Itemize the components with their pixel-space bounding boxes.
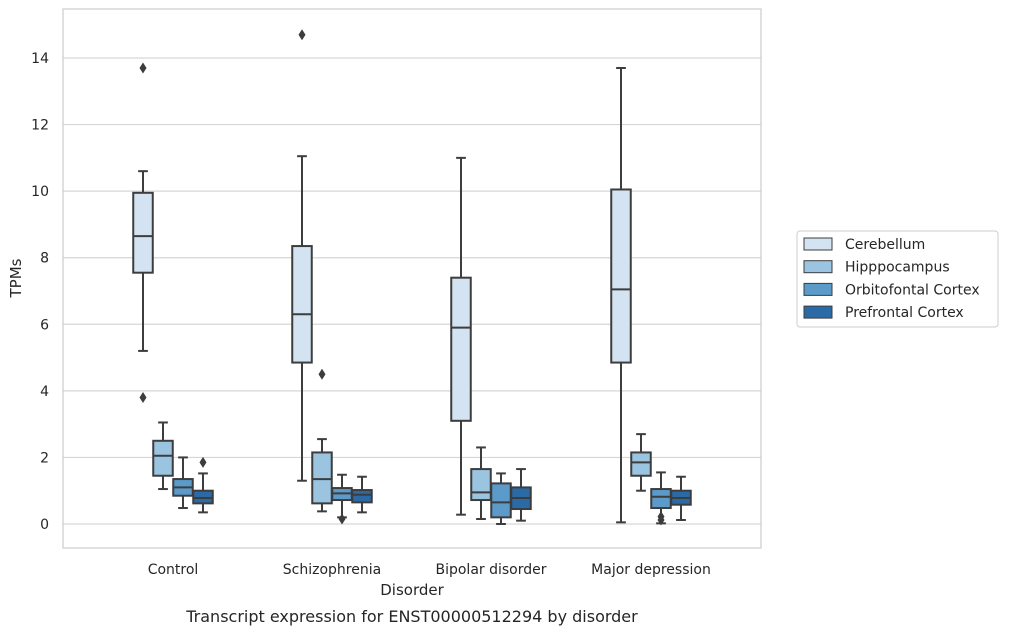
- iqr-box: [630, 451, 652, 477]
- y-tick-label: 6: [40, 317, 49, 333]
- legend-label: Prefrontal Cortex: [845, 305, 964, 321]
- outlier-point: [298, 29, 306, 41]
- outlier-point: [139, 62, 147, 74]
- x-tick-label: Bipolar disorder: [435, 562, 546, 578]
- legend-swatch: [803, 305, 833, 319]
- iqr-box: [610, 188, 632, 364]
- box-cerebellum: [291, 29, 313, 482]
- iqr-box: [152, 439, 174, 477]
- box-hipppocampus: [311, 368, 333, 513]
- outlier-point: [318, 368, 326, 380]
- y-tick-label: 8: [40, 251, 49, 267]
- legend-swatch: [803, 237, 833, 251]
- legend-swatch: [803, 282, 833, 296]
- box-series: [132, 29, 692, 526]
- x-tick-labels: Control Schizophrenia Bipolar disorder Majo…: [148, 562, 711, 578]
- box-cerebellum: [610, 66, 632, 524]
- box-orbitofontal-cortex: [172, 456, 194, 510]
- legend-label: Hipppocampus: [845, 260, 950, 276]
- y-axis-label: TPMs: [7, 258, 25, 298]
- legend: Cerebellum Hipppocampus Orbitofontal Corte…: [796, 230, 999, 328]
- y-tick-label: 10: [31, 184, 49, 200]
- outlier-point: [199, 456, 207, 468]
- legend-frame: [796, 230, 999, 328]
- y-tick-label: 4: [40, 384, 49, 400]
- iqr-box: [450, 276, 472, 422]
- box-prefrontal-cortex: [510, 468, 532, 522]
- iqr-box: [311, 451, 333, 505]
- box-cerebellum: [132, 62, 154, 404]
- x-axis-label: Disorder: [380, 581, 444, 599]
- outlier-point: [657, 514, 665, 526]
- box-hipppocampus: [630, 433, 652, 492]
- box-cerebellum: [450, 156, 472, 516]
- box-hipppocampus: [152, 421, 174, 491]
- chart-caption: Transcript expression for ENST0000051229…: [185, 607, 638, 626]
- box-prefrontal-cortex: [192, 456, 214, 514]
- x-tick-label: Major depression: [591, 562, 711, 578]
- legend-label: Orbitofontal Cortex: [845, 282, 980, 298]
- x-tick-label: Schizophrenia: [283, 562, 381, 578]
- outlier-point: [338, 513, 346, 525]
- box-hipppocampus: [470, 446, 492, 521]
- outlier-point: [139, 392, 147, 404]
- iqr-box: [490, 482, 512, 519]
- iqr-box: [132, 191, 154, 274]
- y-tick-labels: 0 2 4 6 8 10 12 14: [31, 51, 49, 533]
- y-tick-label: 0: [40, 517, 49, 533]
- y-tick-label: 2: [40, 450, 49, 466]
- legend-label: Cerebellum: [845, 237, 925, 253]
- iqr-box: [291, 245, 313, 364]
- legend-swatch: [803, 260, 833, 274]
- x-tick-label: Control: [148, 562, 199, 578]
- box-prefrontal-cortex: [670, 475, 692, 522]
- y-tick-label: 14: [31, 51, 49, 67]
- box-prefrontal-cortex: [351, 475, 373, 514]
- iqr-box: [351, 489, 373, 504]
- y-tick-label: 12: [31, 118, 49, 134]
- plot-frame: [62, 8, 762, 549]
- iqr-box: [470, 468, 492, 502]
- iqr-box: [650, 488, 672, 510]
